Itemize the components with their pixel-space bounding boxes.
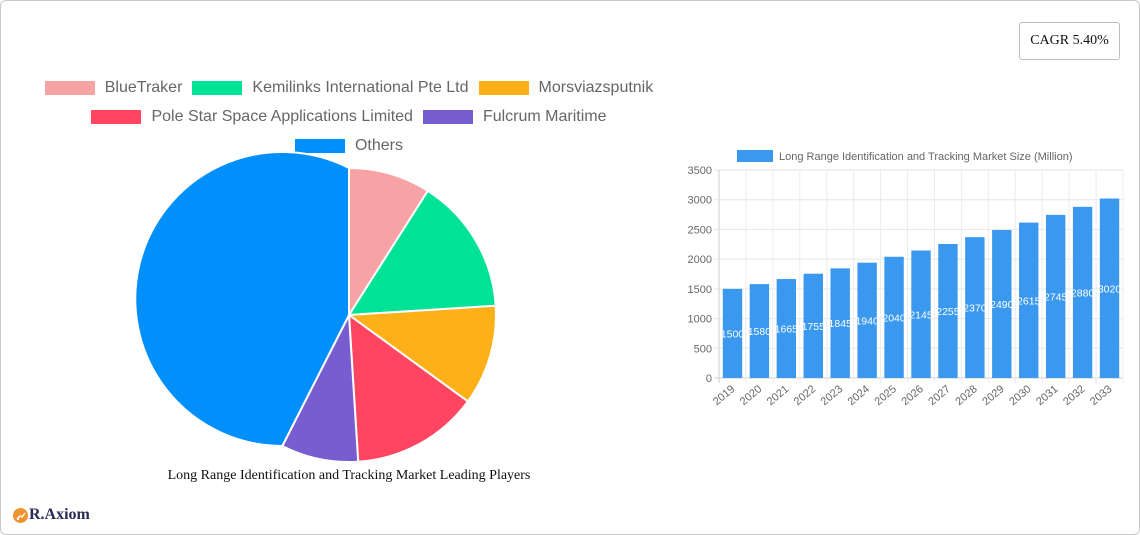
x-tick-label: 2021 <box>765 383 791 408</box>
bar-value-label: 3020 <box>1098 283 1122 295</box>
legend-swatch <box>44 80 95 95</box>
bar[interactable] <box>857 262 877 378</box>
legend-label: Kemilinks International Pte Ltd <box>252 78 469 96</box>
bar-value-label: 2490 <box>990 299 1014 311</box>
bar-value-label: 1665 <box>775 324 799 336</box>
bar[interactable] <box>803 273 823 378</box>
bar[interactable] <box>722 288 743 378</box>
pie-slice-morsviazsputnik[interactable] <box>348 304 497 403</box>
pie-slice-pole-star[interactable] <box>348 314 469 463</box>
x-tick-label: 2032 <box>1061 383 1087 408</box>
x-tick-label: 2024 <box>846 383 872 408</box>
x-tick-label: 2025 <box>873 383 899 408</box>
x-tick-label: 2029 <box>980 383 1006 408</box>
legend-label: Pole Star Space Applications Limited <box>151 107 413 125</box>
pie-chart <box>134 151 497 463</box>
legend-item-pole-star[interactable]: Pole Star Space Applications Limited <box>91 107 413 126</box>
bar[interactable] <box>1099 198 1120 378</box>
bar-value-label: 2255 <box>936 306 960 318</box>
x-axis-labels: 2019 2020 2021 2022 2023 2024 2025 2026 2027 2028… <box>711 383 1115 408</box>
y-tick-label: 3000 <box>688 195 712 207</box>
bar-value-label: 2370 <box>963 303 987 315</box>
bar-value-label: 1940 <box>855 315 879 327</box>
legend-item-morsviazsputnik[interactable]: Morsviazsputnik <box>478 78 654 97</box>
y-tick-label: 3500 <box>688 165 712 177</box>
logo-text: R.Axiom <box>29 506 90 523</box>
legend-row: Others <box>1 131 697 160</box>
bar-value-label: 2880 <box>1071 287 1095 299</box>
x-tick-label: 2020 <box>738 383 764 408</box>
x-tick-label: 2031 <box>1034 383 1060 408</box>
bar-legend-label: Long Range Identification and Tracking M… <box>779 151 1072 163</box>
legend-item-kemilinks[interactable]: Kemilinks International Pte Ltd <box>192 78 469 97</box>
bar-value-label: 2145 <box>909 309 933 321</box>
bar[interactable] <box>965 237 985 378</box>
legend-row: BlueTraker Kemilinks International Pte L… <box>1 73 697 102</box>
pie-slice-others[interactable] <box>134 151 350 447</box>
bar[interactable] <box>1019 222 1039 378</box>
legend-swatch <box>91 109 142 124</box>
x-tick-label: 2028 <box>953 383 979 408</box>
bar[interactable] <box>992 230 1012 378</box>
bar[interactable] <box>830 268 850 378</box>
cagr-badge: CAGR 5.40% <box>1019 22 1120 60</box>
bar[interactable] <box>1072 206 1093 378</box>
legend-label: Others <box>354 136 403 154</box>
bar-value-label: 2745 <box>1044 291 1068 303</box>
bar-value-label: 1755 <box>802 321 826 333</box>
legend-swatch <box>422 109 473 124</box>
bar[interactable] <box>938 243 958 378</box>
legend-label: BlueTraker <box>104 78 183 96</box>
y-tick-label: 500 <box>694 343 712 355</box>
pie-chart-title: Long Range Identification and Tracking M… <box>167 468 531 483</box>
legend-swatch <box>192 80 243 95</box>
x-tick-label: 2022 <box>792 383 818 408</box>
bar-value-label: 1500 <box>721 328 745 340</box>
x-tick-label: 2023 <box>819 383 845 408</box>
logo-icon <box>13 507 28 523</box>
logo[interactable]: R.Axiom <box>13 506 90 524</box>
x-tick-label: 2019 <box>711 383 737 408</box>
legend-swatch <box>478 80 529 95</box>
x-tick-label: 2027 <box>926 383 952 408</box>
legend-row: Pole Star Space Applications Limited Ful… <box>1 102 697 131</box>
pie-legend: BlueTraker Kemilinks International Pte L… <box>1 73 697 160</box>
bar[interactable] <box>776 279 797 378</box>
bar-legend[interactable]: Long Range Identification and Tracking M… <box>737 150 1072 163</box>
bar[interactable] <box>911 250 931 378</box>
bar-value-label: 2615 <box>1017 295 1041 307</box>
legend-label: Fulcrum Maritime <box>482 107 607 125</box>
y-tick-label: 1500 <box>688 284 712 296</box>
pie-slice-kemilinks[interactable] <box>348 189 497 316</box>
y-tick-label: 2000 <box>688 254 712 266</box>
bar-value-label: 1845 <box>829 318 853 330</box>
bar-series: 1500 1580 1665 1755 1845 1940 2040 2145 2255 2370… <box>721 198 1122 378</box>
bar-value-label: 2040 <box>882 312 906 324</box>
legend-item-bluetraker[interactable]: BlueTraker <box>44 78 183 97</box>
y-tick-label: 2500 <box>688 224 712 236</box>
y-tick-label: 0 <box>706 373 712 385</box>
pie-slice-bluetraker[interactable] <box>348 167 429 316</box>
legend-swatch <box>294 138 345 153</box>
bar-value-label: 1580 <box>748 326 772 338</box>
bar[interactable] <box>749 284 770 378</box>
x-tick-label: 2033 <box>1088 383 1114 408</box>
bar[interactable] <box>884 256 904 378</box>
x-tick-label: 2030 <box>1007 383 1033 408</box>
y-tick-label: 1000 <box>688 314 712 326</box>
bar-chart: Long Range Identification and Tracking M… <box>688 150 1124 408</box>
legend-item-others[interactable]: Others <box>294 136 403 155</box>
legend-item-fulcrum[interactable]: Fulcrum Maritime <box>422 107 607 126</box>
bar[interactable] <box>1045 214 1066 378</box>
x-tick-label: 2026 <box>899 383 925 408</box>
legend-label: Morsviazsputnik <box>538 78 654 96</box>
